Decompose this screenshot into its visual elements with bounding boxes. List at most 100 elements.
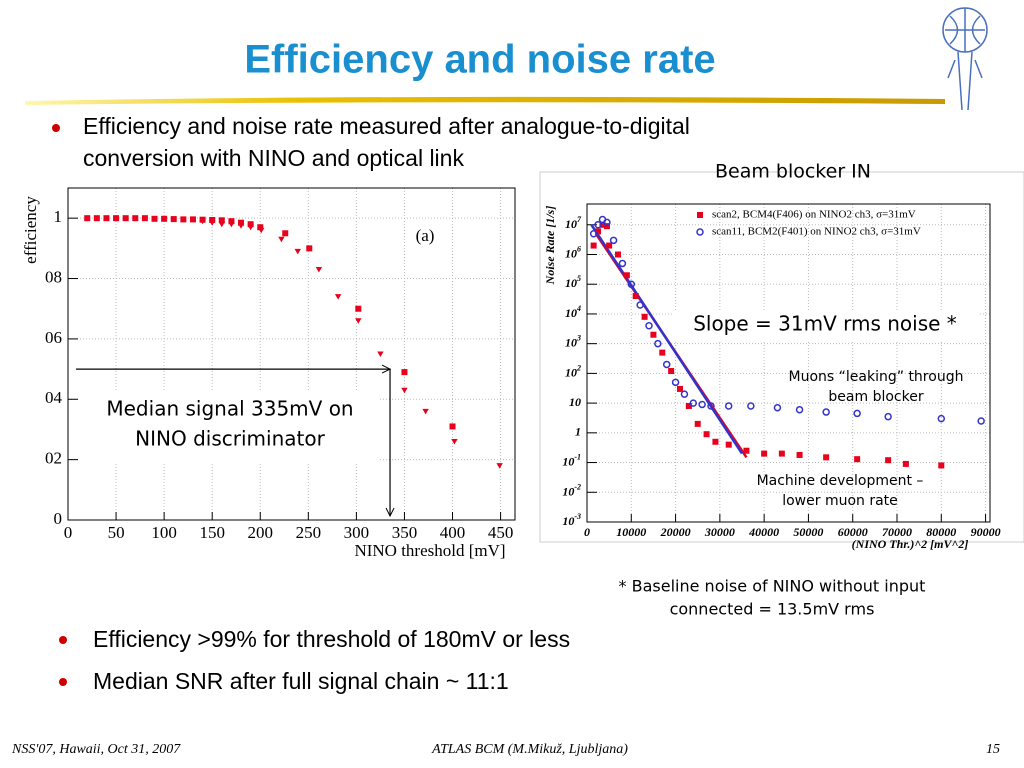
x-tick-label: 300 [344, 523, 370, 542]
x-tick-label: 350 [392, 523, 418, 542]
point [703, 431, 710, 438]
point [884, 412, 892, 421]
point [636, 301, 644, 309]
point [122, 215, 129, 222]
point [795, 405, 804, 414]
footer-center: ATLAS BCM (M.Mikuž, Ljubljana) [431, 742, 628, 757]
x-tick-label: 10000 [616, 525, 646, 539]
annotation-box [672, 310, 980, 342]
x-tick-label: 0 [584, 525, 590, 539]
point [689, 399, 698, 407]
y-tick-label: 107 [565, 215, 582, 231]
tick-exponent: 2 [576, 363, 581, 372]
y-tick-label: 04 [45, 388, 63, 407]
bullet-dot [59, 636, 67, 644]
y-tick-label: 1 [575, 425, 581, 439]
tick-exponent: -2 [574, 482, 581, 491]
y-tick-label: 02 [45, 449, 62, 468]
point [645, 322, 653, 330]
point [282, 230, 289, 237]
y-tick-label: 105 [565, 274, 581, 290]
tick-exponent: 4 [576, 304, 581, 313]
point [247, 221, 254, 228]
point [334, 294, 342, 300]
tick-base: 10 [565, 335, 577, 349]
point [671, 378, 680, 387]
tick-exponent: -3 [574, 512, 581, 521]
point [599, 221, 606, 228]
y-tick-label: 06 [45, 328, 62, 347]
point [161, 215, 168, 222]
point [449, 423, 456, 430]
point [773, 403, 782, 412]
point [218, 217, 225, 224]
point [589, 229, 598, 238]
point [680, 390, 689, 398]
slide-title: Efficiency and noise rate [244, 38, 715, 82]
point [677, 385, 683, 392]
point [853, 409, 861, 418]
point [228, 221, 235, 228]
legend-label: scan2, BCM4(F406) on NINO2 ch3, σ=31mV [712, 209, 916, 221]
point [603, 218, 611, 227]
x-axis-label: NINO threshold [mV] [354, 541, 505, 560]
x-axis-label: (NINO Thr.)^2 [mV^2] [852, 537, 969, 551]
bullet-text: Efficiency and noise rate measured after… [83, 113, 690, 139]
point [306, 245, 313, 252]
point [627, 280, 636, 288]
y-tick-label: 103 [565, 333, 581, 349]
x-tick-label: 450 [488, 523, 514, 542]
point [654, 339, 662, 348]
x-tick-label: 50 [108, 523, 125, 542]
point [132, 215, 139, 222]
point [237, 223, 245, 229]
x-tick-label: 150 [199, 523, 225, 542]
point [650, 331, 657, 338]
point [595, 228, 602, 235]
point [84, 215, 91, 222]
note: * Baseline noise of NINO without input [619, 577, 926, 596]
legend-marker [696, 228, 704, 236]
y-tick-label: 102 [565, 363, 581, 379]
point [278, 236, 285, 243]
footer-right: 15 [986, 742, 1000, 757]
point [659, 349, 666, 356]
tick-exponent: -1 [574, 452, 581, 461]
point [615, 251, 621, 258]
point [685, 402, 692, 409]
point [151, 215, 158, 222]
y-tick-label: 08 [45, 267, 62, 286]
point [902, 460, 909, 467]
x-tick-label: 200 [248, 523, 274, 542]
annotation: (a) [416, 226, 435, 245]
annotation: lower muon rate [782, 493, 898, 509]
point [209, 216, 216, 223]
arrow-head [381, 364, 392, 374]
plot-frame [67, 187, 516, 521]
tick-exponent: 6 [577, 244, 581, 253]
point [823, 454, 830, 461]
bullet-text: Median SNR after full signal chain ~ 11:… [93, 668, 509, 694]
x-tick-label: 250 [296, 523, 322, 542]
point [937, 414, 946, 423]
callout-box [80, 390, 380, 462]
x-tick-label: 60000 [838, 525, 868, 539]
x-tick-label: 70000 [882, 525, 912, 539]
point [618, 259, 627, 268]
point [885, 457, 892, 464]
point [401, 369, 408, 376]
chart-background [539, 171, 1024, 543]
point [822, 408, 830, 416]
arrow-head [385, 507, 395, 518]
chart-title: Beam blocker IN [715, 161, 871, 183]
x-tick-label: 40000 [748, 525, 779, 539]
point [778, 450, 785, 457]
point [938, 462, 945, 469]
point [668, 368, 675, 375]
point [208, 220, 216, 226]
point [247, 224, 254, 231]
annotation: beam blocker [828, 389, 923, 405]
y-tick-label: 0 [54, 509, 63, 528]
